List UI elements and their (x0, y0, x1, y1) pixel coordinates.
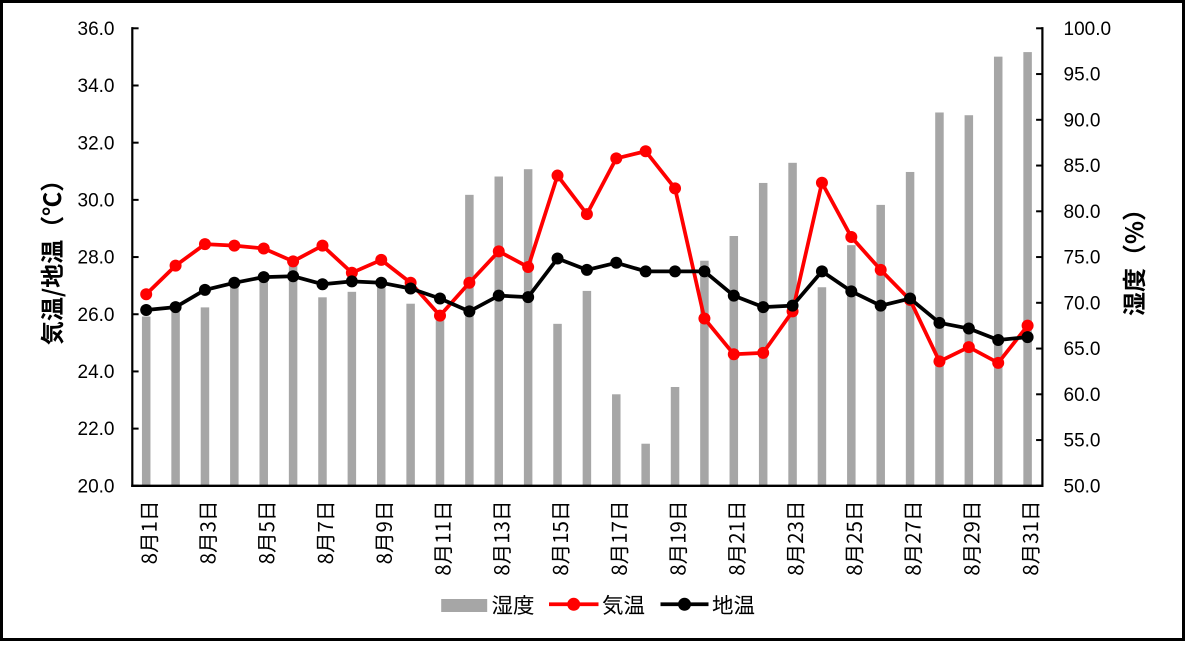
svg-text:55.0: 55.0 (1064, 431, 1101, 452)
svg-text:22.0: 22.0 (78, 419, 115, 440)
svg-text:32.0: 32.0 (78, 133, 115, 154)
svg-text:34.0: 34.0 (78, 76, 115, 97)
svg-text:60.0: 60.0 (1064, 385, 1101, 406)
svg-text:28.0: 28.0 (78, 248, 115, 269)
svg-text:80.0: 80.0 (1064, 202, 1101, 223)
svg-text:75.0: 75.0 (1064, 248, 1101, 269)
svg-text:24.0: 24.0 (78, 362, 115, 383)
svg-text:85.0: 85.0 (1064, 156, 1101, 177)
svg-text:20.0: 20.0 (78, 476, 115, 497)
svg-text:70.0: 70.0 (1064, 293, 1101, 314)
svg-text:30.0: 30.0 (78, 190, 115, 211)
svg-text:50.0: 50.0 (1064, 476, 1101, 497)
svg-text:90.0: 90.0 (1064, 110, 1101, 131)
svg-text:36.0: 36.0 (78, 19, 115, 40)
svg-text:26.0: 26.0 (78, 305, 115, 326)
svg-text:95.0: 95.0 (1064, 65, 1101, 86)
svg-text:65.0: 65.0 (1064, 339, 1101, 360)
svg-text:100.0: 100.0 (1064, 19, 1112, 40)
